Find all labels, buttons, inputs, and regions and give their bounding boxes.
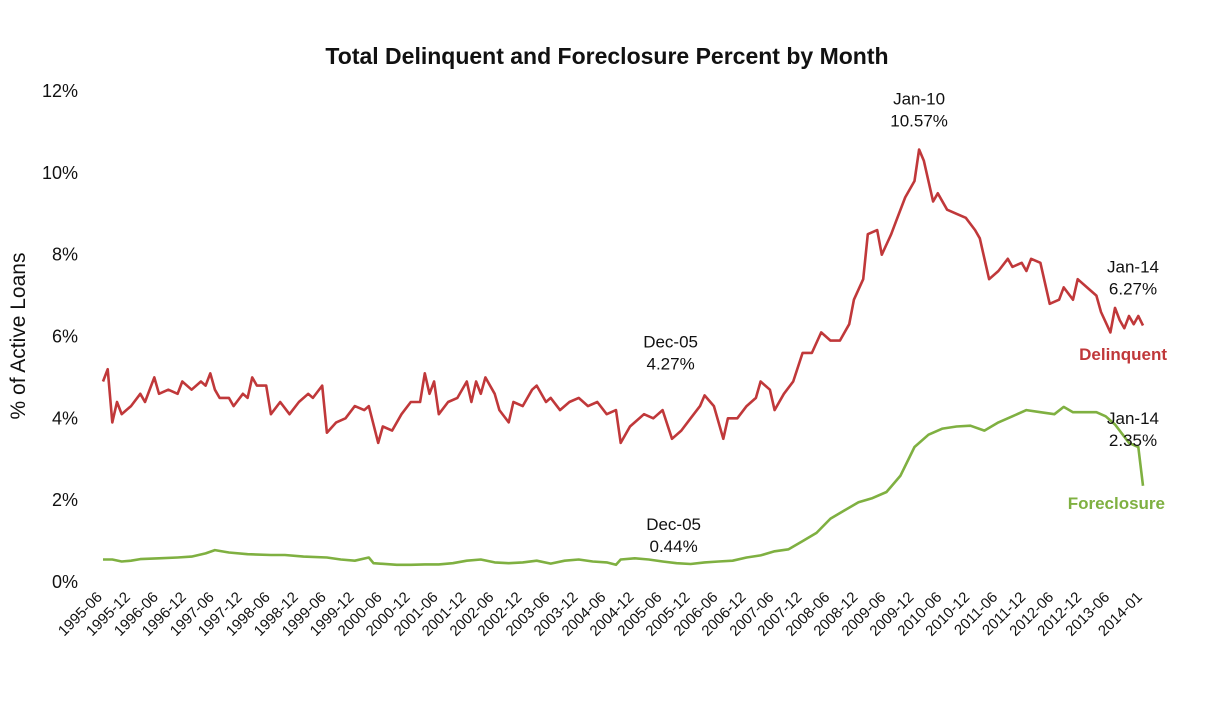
annotation-line: 4.27% [646, 354, 694, 373]
x-axis-ticks: 1995-061995-121996-061996-121997-061997-… [55, 589, 1146, 640]
annotation-line: 10.57% [890, 112, 948, 131]
chart-title: Total Delinquent and Foreclosure Percent… [325, 43, 888, 69]
y-tick-label: 12% [42, 81, 78, 101]
annotation-line: Jan-14 [1107, 258, 1159, 277]
annotations: Jan-10 10.57% Dec-05 4.27% Jan-14 6.27% Dec-05… [643, 90, 1159, 557]
y-tick-label: 2% [52, 490, 78, 510]
series-labels: Delinquent Foreclosure [1068, 345, 1168, 513]
annotation-line: 2.35% [1109, 431, 1157, 450]
y-tick-label: 6% [52, 327, 78, 347]
series-line-foreclosure [103, 405, 1145, 567]
annotation-line: Jan-14 [1107, 409, 1159, 428]
series-label-delinquent: Delinquent [1079, 345, 1167, 364]
annotation-line: Dec-05 [646, 515, 701, 534]
y-axis-label: % of Active Loans [7, 253, 30, 420]
data-annotation: Jan-10 10.57% [890, 90, 948, 131]
annotation-line: 0.44% [649, 537, 697, 556]
data-annotation: Dec-05 0.44% [646, 515, 701, 556]
data-annotation: Dec-05 4.27% [643, 332, 698, 373]
annotation-line: Jan-10 [893, 90, 945, 109]
y-tick-label: 8% [52, 245, 78, 265]
y-axis-ticks: 0% 2% 4% 6% 8% 10% 12% [42, 81, 78, 592]
annotation-line: Dec-05 [643, 332, 698, 351]
series-label-foreclosure: Foreclosure [1068, 494, 1165, 513]
data-annotation: Jan-14 2.35% [1107, 409, 1159, 450]
annotation-line: 6.27% [1109, 280, 1157, 299]
y-tick-label: 10% [42, 163, 78, 183]
series-lines [101, 148, 1145, 567]
y-tick-label: 0% [52, 572, 78, 592]
data-annotation: Jan-14 6.27% [1107, 258, 1159, 299]
y-tick-label: 4% [52, 408, 78, 428]
series-line-delinquent [101, 148, 1145, 445]
